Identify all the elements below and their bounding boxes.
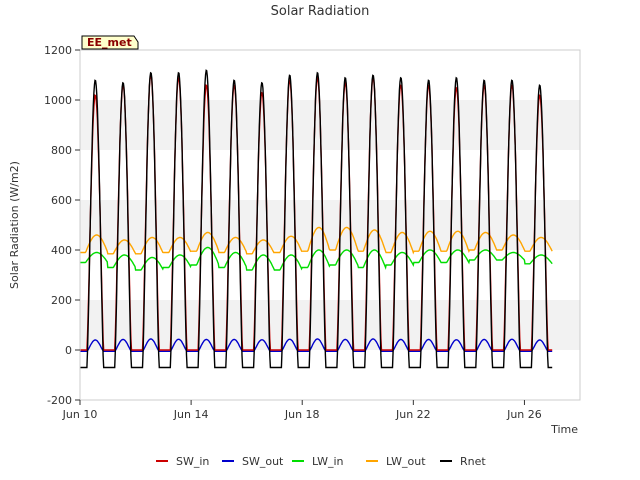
y-tick-label: 1200: [44, 44, 72, 57]
grid-band: [80, 250, 580, 300]
legend-label: SW_in: [176, 455, 209, 468]
legend-label: LW_out: [386, 455, 426, 468]
grid-band: [80, 150, 580, 200]
series-line-lw-in: [80, 246, 553, 271]
y-tick-label: 200: [51, 294, 72, 307]
y-tick-label: 800: [51, 144, 72, 157]
y-tick-label: 400: [51, 244, 72, 257]
chart-title: Solar Radiation: [271, 4, 370, 19]
y-tick-label: 1000: [44, 94, 72, 107]
x-tick-label: Jun 26: [506, 408, 542, 421]
series-layer: [80, 69, 553, 369]
x-axis-label: Time: [550, 423, 578, 436]
x-tick-label: Jun 22: [395, 408, 431, 421]
legend-label: Rnet: [460, 455, 486, 468]
x-tick-label: Jun 10: [62, 408, 98, 421]
grid-band: [80, 200, 580, 250]
grid-band: [80, 350, 580, 400]
y-tick-label: -200: [47, 394, 72, 407]
grid-band: [80, 100, 580, 150]
y-axis-label: Solar Radiation (W/m2): [8, 161, 21, 289]
y-axis: -200 0 200 400 600 800 1000 1200: [44, 44, 80, 407]
series-line-rnet: [80, 69, 553, 369]
grid-bands: [80, 50, 580, 400]
x-axis: Jun 10 Jun 14 Jun 18 Jun 22 Jun 26: [62, 400, 542, 421]
plot-frame: [79, 49, 581, 401]
station-label: EE_met: [87, 36, 132, 49]
station-label-box: EE_met: [81, 35, 139, 50]
x-tick-label: Jun 14: [173, 408, 209, 421]
grid-band: [80, 300, 580, 350]
legend-label: LW_in: [312, 455, 344, 468]
y-tick-label: 600: [51, 194, 72, 207]
legend-label: SW_out: [242, 455, 284, 468]
series-line-lw-out: [80, 226, 553, 255]
grid-band: [80, 50, 580, 100]
y-tick-label: 0: [65, 344, 72, 357]
x-tick-label: Jun 18: [284, 408, 320, 421]
legend: SW_in SW_out LW_in LW_out Rnet: [156, 455, 486, 468]
